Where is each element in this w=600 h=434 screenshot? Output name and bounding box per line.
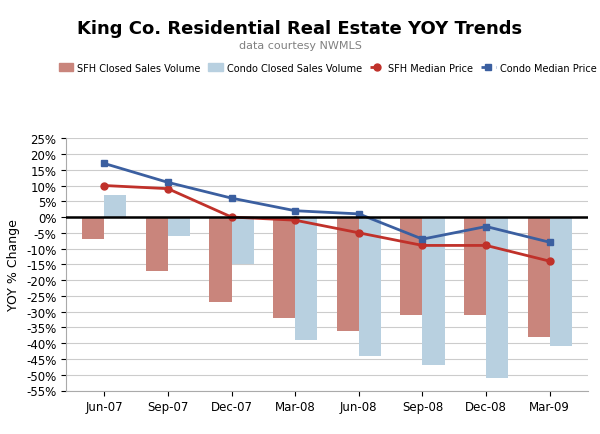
Bar xyxy=(273,217,295,318)
Bar xyxy=(209,217,232,302)
Text: King Co. Residential Real Estate YOY Trends: King Co. Residential Real Estate YOY Tre… xyxy=(77,20,523,37)
Y-axis label: YOY % Change: YOY % Change xyxy=(7,219,20,311)
Text: data courtesy NWMLS: data courtesy NWMLS xyxy=(239,41,361,51)
Bar xyxy=(295,217,317,340)
Bar xyxy=(486,217,508,378)
Bar xyxy=(337,217,359,331)
Bar xyxy=(82,217,104,240)
Bar xyxy=(550,217,572,346)
Bar xyxy=(168,217,190,237)
Bar xyxy=(359,217,381,356)
Bar xyxy=(104,195,127,217)
Bar xyxy=(464,217,486,315)
Bar xyxy=(527,217,550,337)
Bar xyxy=(232,217,254,265)
Bar xyxy=(400,217,422,315)
Bar xyxy=(422,217,445,365)
Bar xyxy=(146,217,168,271)
Legend: SFH Closed Sales Volume, Condo Closed Sales Volume, SFH Median Price, Condo Medi: SFH Closed Sales Volume, Condo Closed Sa… xyxy=(59,63,596,73)
